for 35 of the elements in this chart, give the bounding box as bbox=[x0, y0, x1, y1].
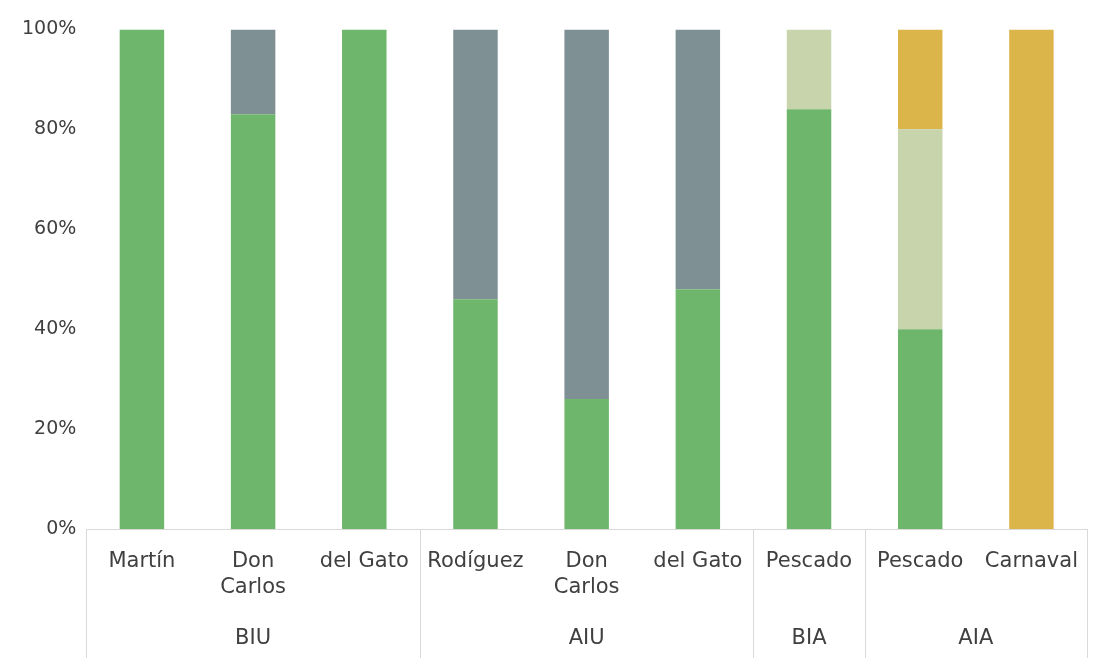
bar bbox=[564, 29, 609, 400]
y-tick-label: 0% bbox=[46, 515, 77, 538]
text: BIA bbox=[791, 624, 828, 649]
bar bbox=[897, 129, 943, 330]
text: BIU bbox=[235, 624, 272, 649]
bar bbox=[564, 399, 609, 529]
x-tick-label: Rodíguez bbox=[427, 547, 524, 572]
y-tick-label: 40% bbox=[34, 316, 77, 339]
y-tick-label: 60% bbox=[34, 216, 77, 239]
bar bbox=[786, 29, 832, 110]
x-tick-label: Pescado bbox=[765, 547, 853, 572]
x-tick-label: del Gato bbox=[319, 547, 409, 572]
text: AIA bbox=[958, 624, 994, 649]
x-tick-label: Carnaval bbox=[984, 547, 1078, 572]
bar bbox=[453, 299, 498, 529]
bar bbox=[230, 114, 276, 529]
bar bbox=[897, 329, 943, 529]
x-tick-label: Pescado bbox=[877, 547, 964, 572]
y-tick-label: 80% bbox=[34, 116, 77, 139]
text: AIU bbox=[568, 624, 605, 649]
y-tick-label: 100% bbox=[21, 16, 77, 39]
bar bbox=[786, 109, 832, 529]
bar bbox=[1009, 29, 1054, 529]
x-tick-label: Martín bbox=[108, 547, 176, 572]
y-tick-label: 20% bbox=[34, 416, 77, 439]
bar bbox=[342, 29, 387, 529]
bar bbox=[897, 29, 943, 130]
bar bbox=[453, 29, 498, 300]
bar bbox=[675, 29, 721, 290]
x-tick-label: Don Carlos bbox=[553, 547, 620, 598]
x-tick-label: del Gato bbox=[653, 547, 743, 572]
bar bbox=[119, 29, 165, 529]
x-tick-label: Don Carlos bbox=[220, 547, 286, 598]
bar bbox=[675, 289, 721, 529]
bar bbox=[230, 29, 276, 115]
